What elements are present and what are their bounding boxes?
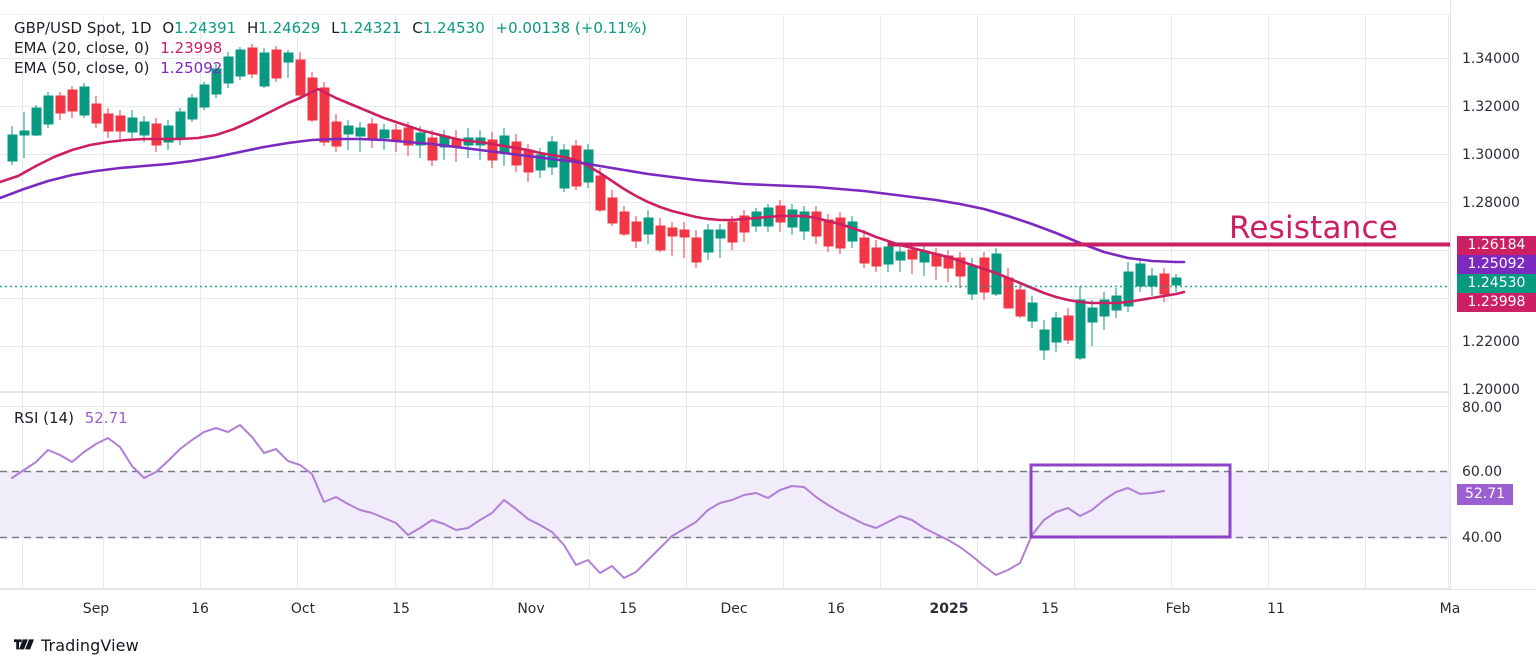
price-tick-120000: 1.20000 (1462, 382, 1520, 398)
time-tick-16-dec: 16 (827, 601, 845, 617)
tradingview-brand[interactable]: TradingView (14, 636, 139, 655)
chart-legend: GBP/USD Spot, 1D O1.24391 H1.24629 L1.24… (14, 19, 647, 79)
high-value: 1.24629 (258, 19, 321, 37)
close-key: C (412, 19, 423, 37)
legend-ema20-row[interactable]: EMA (20, close, 0) 1.23998 (14, 39, 647, 59)
ema50-label: EMA (50, close, 0) (14, 59, 150, 77)
candlestick-series (7, 44, 1182, 360)
ema50-price-badge[interactable]: 1.25092 (1457, 255, 1536, 274)
time-tick-mar: Ma (1439, 601, 1461, 617)
rsi-tick-60: 60.00 (1462, 464, 1503, 480)
high-key: H (246, 19, 259, 37)
rsi-tick-80: 80.00 (1462, 400, 1503, 416)
time-tick-sep: Sep (82, 601, 110, 617)
low-key: L (331, 19, 340, 37)
legend-ema50-row[interactable]: EMA (50, close, 0) 1.25092 (14, 59, 647, 79)
close-value: 1.24530 (422, 19, 485, 37)
time-tick-15-nov: 15 (619, 601, 637, 617)
time-tick-oct: Oct (290, 601, 316, 617)
rsi-breakout-box[interactable] (1029, 463, 1232, 539)
low-value: 1.24321 (339, 19, 402, 37)
ema20-line (0, 87, 1186, 305)
rsi-band (0, 471, 1450, 537)
ema20-label: EMA (20, close, 0) (14, 39, 150, 57)
time-tick-2025: 2025 (929, 601, 969, 617)
open-key: O (162, 19, 175, 37)
price-tick-132000: 1.32000 (1462, 99, 1520, 115)
time-tick-16-sep: 16 (191, 601, 209, 617)
price-tick-134000: 1.34000 (1462, 51, 1520, 67)
legend-ohlc-row[interactable]: GBP/USD Spot, 1D O1.24391 H1.24629 L1.24… (14, 19, 647, 39)
ema20-value: 1.23998 (160, 39, 223, 57)
price-tick-122000: 1.22000 (1462, 334, 1520, 350)
ema20-price-badge[interactable]: 1.23998 (1457, 293, 1536, 312)
time-tick-15-jan: 15 (1041, 601, 1059, 617)
time-tick-feb: Feb (1165, 601, 1191, 617)
main-gridlines (0, 58, 1450, 392)
ema50-value: 1.25092 (160, 59, 223, 77)
resistance-price-badge[interactable]: 1.26184 (1457, 236, 1536, 255)
rsi-legend[interactable]: RSI (14) 52.71 (14, 409, 128, 428)
time-tick-dec: Dec (720, 601, 748, 617)
rsi-value: 52.71 (84, 409, 128, 427)
rsi-tick-40: 40.00 (1462, 530, 1503, 546)
tradingview-logo-icon (14, 638, 34, 649)
symbol-title[interactable]: GBP/USD Spot, 1D (14, 19, 152, 37)
ema50-line (0, 137, 1186, 264)
time-tick-nov: Nov (517, 601, 545, 617)
rsi-value-badge[interactable]: 52.71 (1457, 484, 1513, 505)
tradingview-brand-text: TradingView (41, 636, 139, 655)
time-tick-11-feb: 11 (1267, 601, 1285, 617)
time-tick-15-oct: 15 (392, 601, 410, 617)
rsi-label: RSI (14) (14, 409, 74, 427)
resistance-annotation-label[interactable]: Resistance (1229, 210, 1399, 246)
open-value: 1.24391 (174, 19, 237, 37)
rsi-line (11, 424, 1165, 579)
price-tick-128000: 1.28000 (1462, 195, 1520, 211)
price-tick-130000: 1.30000 (1462, 147, 1520, 163)
change-value: +0.00138 (+0.11%) (495, 19, 647, 37)
last-price-badge[interactable]: 1.24530 (1457, 274, 1536, 293)
